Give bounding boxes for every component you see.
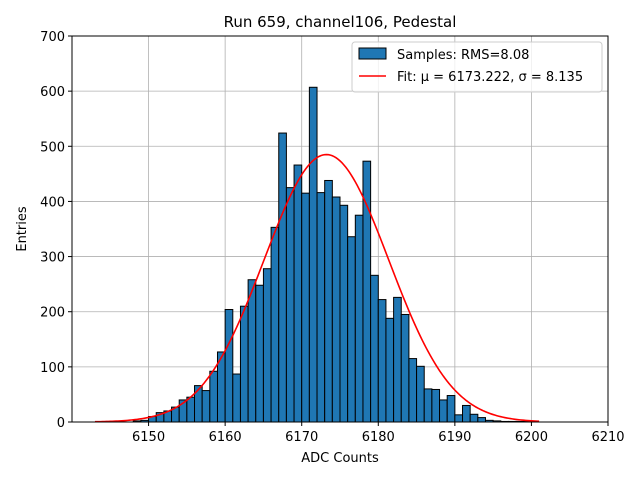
histogram-bar	[270, 226, 280, 423]
histogram-bar	[439, 399, 448, 423]
legend-box	[351, 41, 603, 93]
x-tick-label: 6170	[285, 430, 318, 445]
y-tick-label: 700	[40, 30, 65, 45]
histogram-bar	[454, 414, 464, 423]
y-axis-ticks: 0 100 200 300 400 500 600 700	[40, 30, 72, 431]
histogram-bar	[232, 373, 241, 423]
histogram-bar	[393, 296, 402, 423]
histogram-bar	[224, 309, 234, 423]
histogram-bar	[385, 317, 395, 423]
x-tick-label: 6190	[438, 430, 471, 445]
x-axis-ticks: 6150 6160 6170 6180 6190 6200 6210	[132, 422, 625, 445]
histogram-bar	[446, 395, 456, 423]
histogram-bar	[247, 279, 257, 423]
y-tick-label: 300	[40, 251, 65, 266]
plot-frame	[71, 35, 609, 423]
histogram-bar	[194, 385, 203, 423]
y-axis-label: Entries	[15, 206, 30, 252]
y-tick-label: 100	[40, 361, 65, 376]
histogram-bar	[423, 388, 433, 423]
histogram-bar	[278, 132, 287, 423]
x-tick-label: 6150	[132, 430, 165, 445]
x-tick-label: 6200	[515, 430, 548, 445]
histogram-bar	[301, 192, 310, 423]
y-tick-label: 400	[40, 195, 65, 210]
x-tick-label: 6160	[209, 430, 242, 445]
x-axis-label: ADC Counts	[301, 451, 379, 466]
histogram-bar	[308, 86, 318, 423]
y-tick-label: 200	[40, 306, 65, 321]
legend: Samples: RMS=8.08 Fit: μ = 6173.222, σ =…	[351, 41, 603, 93]
histogram-bar	[239, 305, 249, 423]
legend-label-fit: Fit: μ = 6173.222, σ = 8.135	[397, 70, 583, 85]
histogram-bar	[339, 204, 349, 423]
histogram-bar	[316, 192, 326, 423]
legend-swatch-samples	[358, 47, 387, 60]
x-tick-label: 6210	[591, 430, 624, 445]
histogram-bar	[285, 187, 295, 423]
histogram-bar	[477, 417, 486, 423]
y-tick-label: 500	[40, 140, 65, 155]
histogram-bar	[416, 365, 425, 423]
chart-title: Run 659, channel106, Pedestal	[224, 13, 457, 31]
histogram-bar	[186, 396, 196, 423]
histogram-bar	[469, 413, 479, 423]
fit-curve-layer	[94, 153, 540, 423]
histogram-bar	[293, 164, 303, 423]
x-tick-label: 6180	[362, 430, 395, 445]
histogram-bar	[262, 268, 272, 423]
histogram-bar	[400, 313, 410, 423]
histogram-bar	[255, 284, 264, 423]
histogram-bar	[201, 390, 211, 423]
histogram-bar	[370, 274, 379, 423]
histogram-bar	[354, 214, 364, 423]
histogram-bar	[324, 179, 333, 423]
gaussian-fit-line	[94, 153, 540, 423]
histogram-bar	[408, 358, 418, 423]
histogram-bar	[331, 196, 341, 423]
y-tick-label: 0	[57, 416, 65, 431]
legend-label-samples: Samples: RMS=8.08	[397, 48, 529, 63]
histogram-bar	[347, 236, 356, 423]
histogram-bar	[209, 370, 218, 423]
y-tick-label: 600	[40, 85, 65, 100]
histogram-bar	[377, 299, 387, 423]
histogram-bar	[431, 388, 441, 423]
histogram-bar	[462, 404, 471, 423]
